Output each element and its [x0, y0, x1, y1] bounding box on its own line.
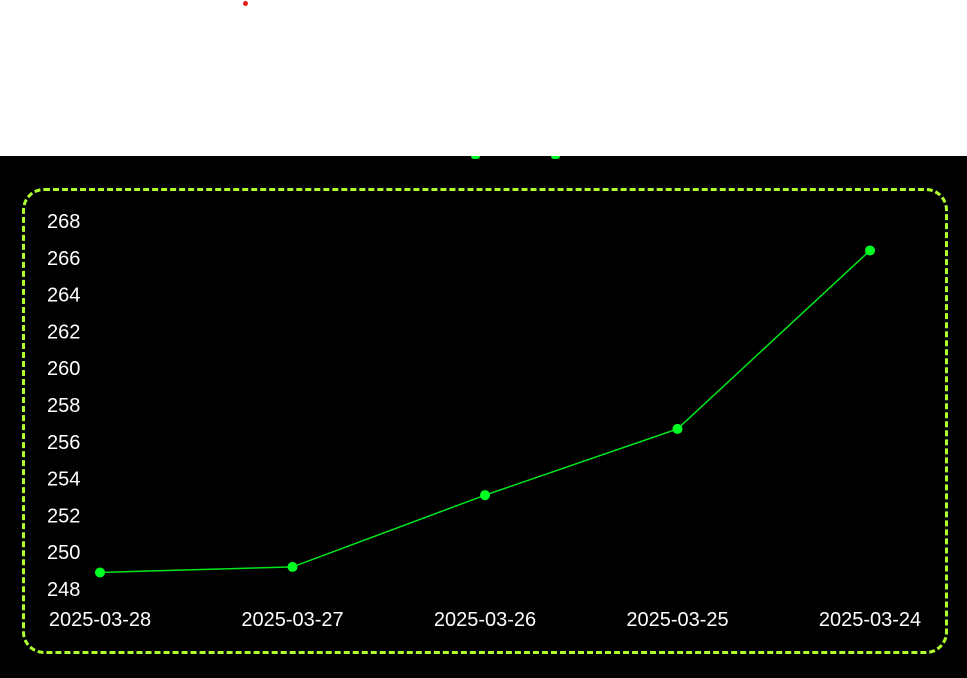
- x-axis-ticks: 2025-03-28 2025-03-27 2025-03-26 2025-03-25…: [49, 609, 921, 631]
- clipped-title-fragment: [551, 156, 560, 159]
- data-point: [287, 561, 298, 572]
- y-tick-label: 268: [47, 211, 80, 233]
- line-chart: 248 250 252 254 256 258 260 262 264 266 268 2025-0…: [47, 211, 921, 631]
- red-dot-marker: [243, 1, 248, 6]
- x-tick-label: 2025-03-26: [434, 609, 536, 631]
- y-tick-label: 254: [47, 469, 80, 491]
- x-tick-label: 2025-03-28: [49, 609, 151, 631]
- y-tick-label: 264: [47, 285, 80, 307]
- y-axis-ticks: 248 250 252 254 256 258 260 262 264 266 268: [47, 211, 80, 601]
- series-points: [95, 245, 875, 578]
- clipped-title-fragment: [471, 156, 480, 159]
- x-tick-label: 2025-03-25: [626, 609, 728, 631]
- data-point: [672, 423, 683, 434]
- y-tick-label: 258: [47, 395, 80, 417]
- y-tick-label: 266: [47, 248, 80, 270]
- chart-panel: 248 250 252 254 256 258 260 262 264 266 268 2025-0…: [0, 156, 967, 678]
- x-tick-label: 2025-03-24: [819, 609, 921, 631]
- data-point: [480, 490, 490, 501]
- y-tick-label: 262: [47, 321, 80, 343]
- y-tick-label: 252: [47, 505, 80, 527]
- y-tick-label: 256: [47, 432, 80, 454]
- page-top-area: [0, 0, 967, 156]
- x-tick-label: 2025-03-27: [241, 609, 343, 631]
- series-line: [99, 249, 871, 574]
- data-point: [865, 245, 875, 256]
- chart-frame: [22, 188, 948, 654]
- y-tick-label: 260: [47, 358, 80, 380]
- y-tick-label: 250: [47, 542, 80, 564]
- y-tick-label: 248: [47, 579, 80, 601]
- data-point: [95, 567, 105, 578]
